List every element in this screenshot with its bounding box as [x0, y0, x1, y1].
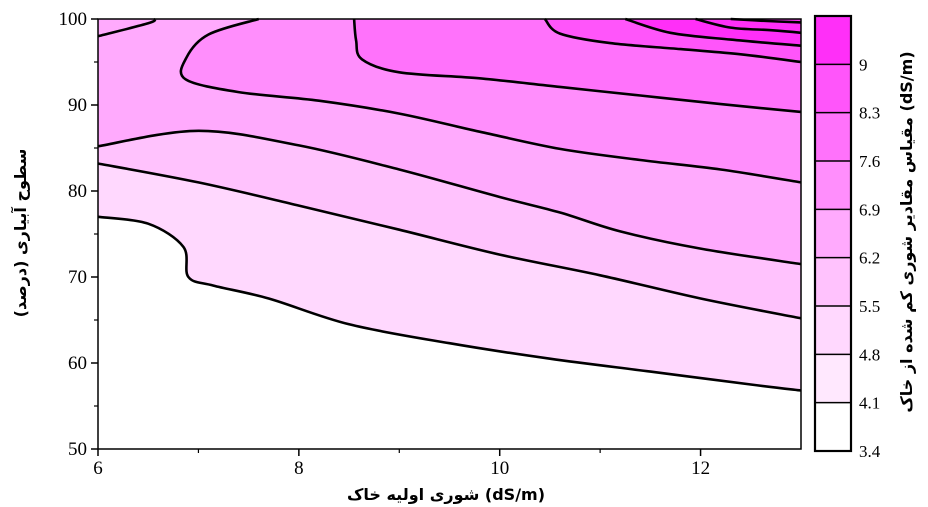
contour-line: [543, 18, 802, 64]
y-axis: 50 60 70 80 90 100: [59, 9, 98, 460]
y-axis-label: سطوح آبیاری (درصد): [10, 149, 30, 318]
x-tick-label: 12: [691, 458, 710, 479]
colorbar-segment: [815, 16, 851, 65]
colorbar-segment: [815, 257, 851, 306]
colorbar-segment: [815, 112, 851, 161]
x-tick-label: 10: [490, 458, 509, 479]
x-tick-label: 8: [294, 458, 304, 479]
colorbar-tick-label: 6.9: [859, 200, 880, 219]
x-axis-label: شوری اولیه خاک (dS/m): [347, 485, 545, 504]
colorbar-tick-label: 3.4: [859, 442, 881, 461]
colorbar-segment: [815, 64, 851, 113]
colorbar-tick-label: 5.5: [859, 297, 880, 316]
colorbar-tick-label: 9: [859, 55, 868, 74]
contour-bands: [98, 19, 801, 449]
colorbar-tick-label: 4.8: [859, 345, 880, 364]
y-tick-label: 60: [68, 353, 87, 374]
y-tick-label: 80: [68, 181, 87, 202]
colorbar-segment: [815, 402, 851, 451]
colorbar-tick-label: 7.6: [859, 152, 880, 171]
x-axis: 6 8 10 12: [93, 449, 710, 479]
contour-line: [352, 18, 802, 114]
colorbar-segment: [815, 209, 851, 258]
colorbar-segment: [815, 306, 851, 355]
contour-line: [97, 129, 802, 266]
y-tick-label: 90: [68, 95, 87, 116]
contour-line: [97, 215, 802, 392]
colorbar: 3.4 4.1 4.8 5.5 6.2 6.9 7.6 8.3 9: [813, 14, 881, 461]
contour-line: [624, 17, 802, 47]
colorbar-segment: [815, 161, 851, 210]
colorbar-tick-label: 8.3: [859, 104, 880, 123]
y-tick-label: 70: [68, 267, 87, 288]
contour-line: [695, 17, 802, 35]
y-tick-label: 100: [59, 9, 88, 30]
contour-line: [179, 17, 802, 184]
contour-lines: [97, 17, 802, 392]
colorbar-frame: [813, 14, 853, 453]
colorbar-segment: [815, 354, 851, 403]
y-tick-label: 50: [68, 439, 87, 460]
colorbar-tick-label: 6.2: [859, 249, 880, 268]
colorbar-tick-label: 4.1: [859, 394, 880, 413]
colorbar-label: مقیاس مقادیر شوری کم شده از خاک (dS/m): [897, 51, 916, 412]
x-tick-label: 6: [93, 458, 103, 479]
contour-line: [97, 162, 802, 320]
